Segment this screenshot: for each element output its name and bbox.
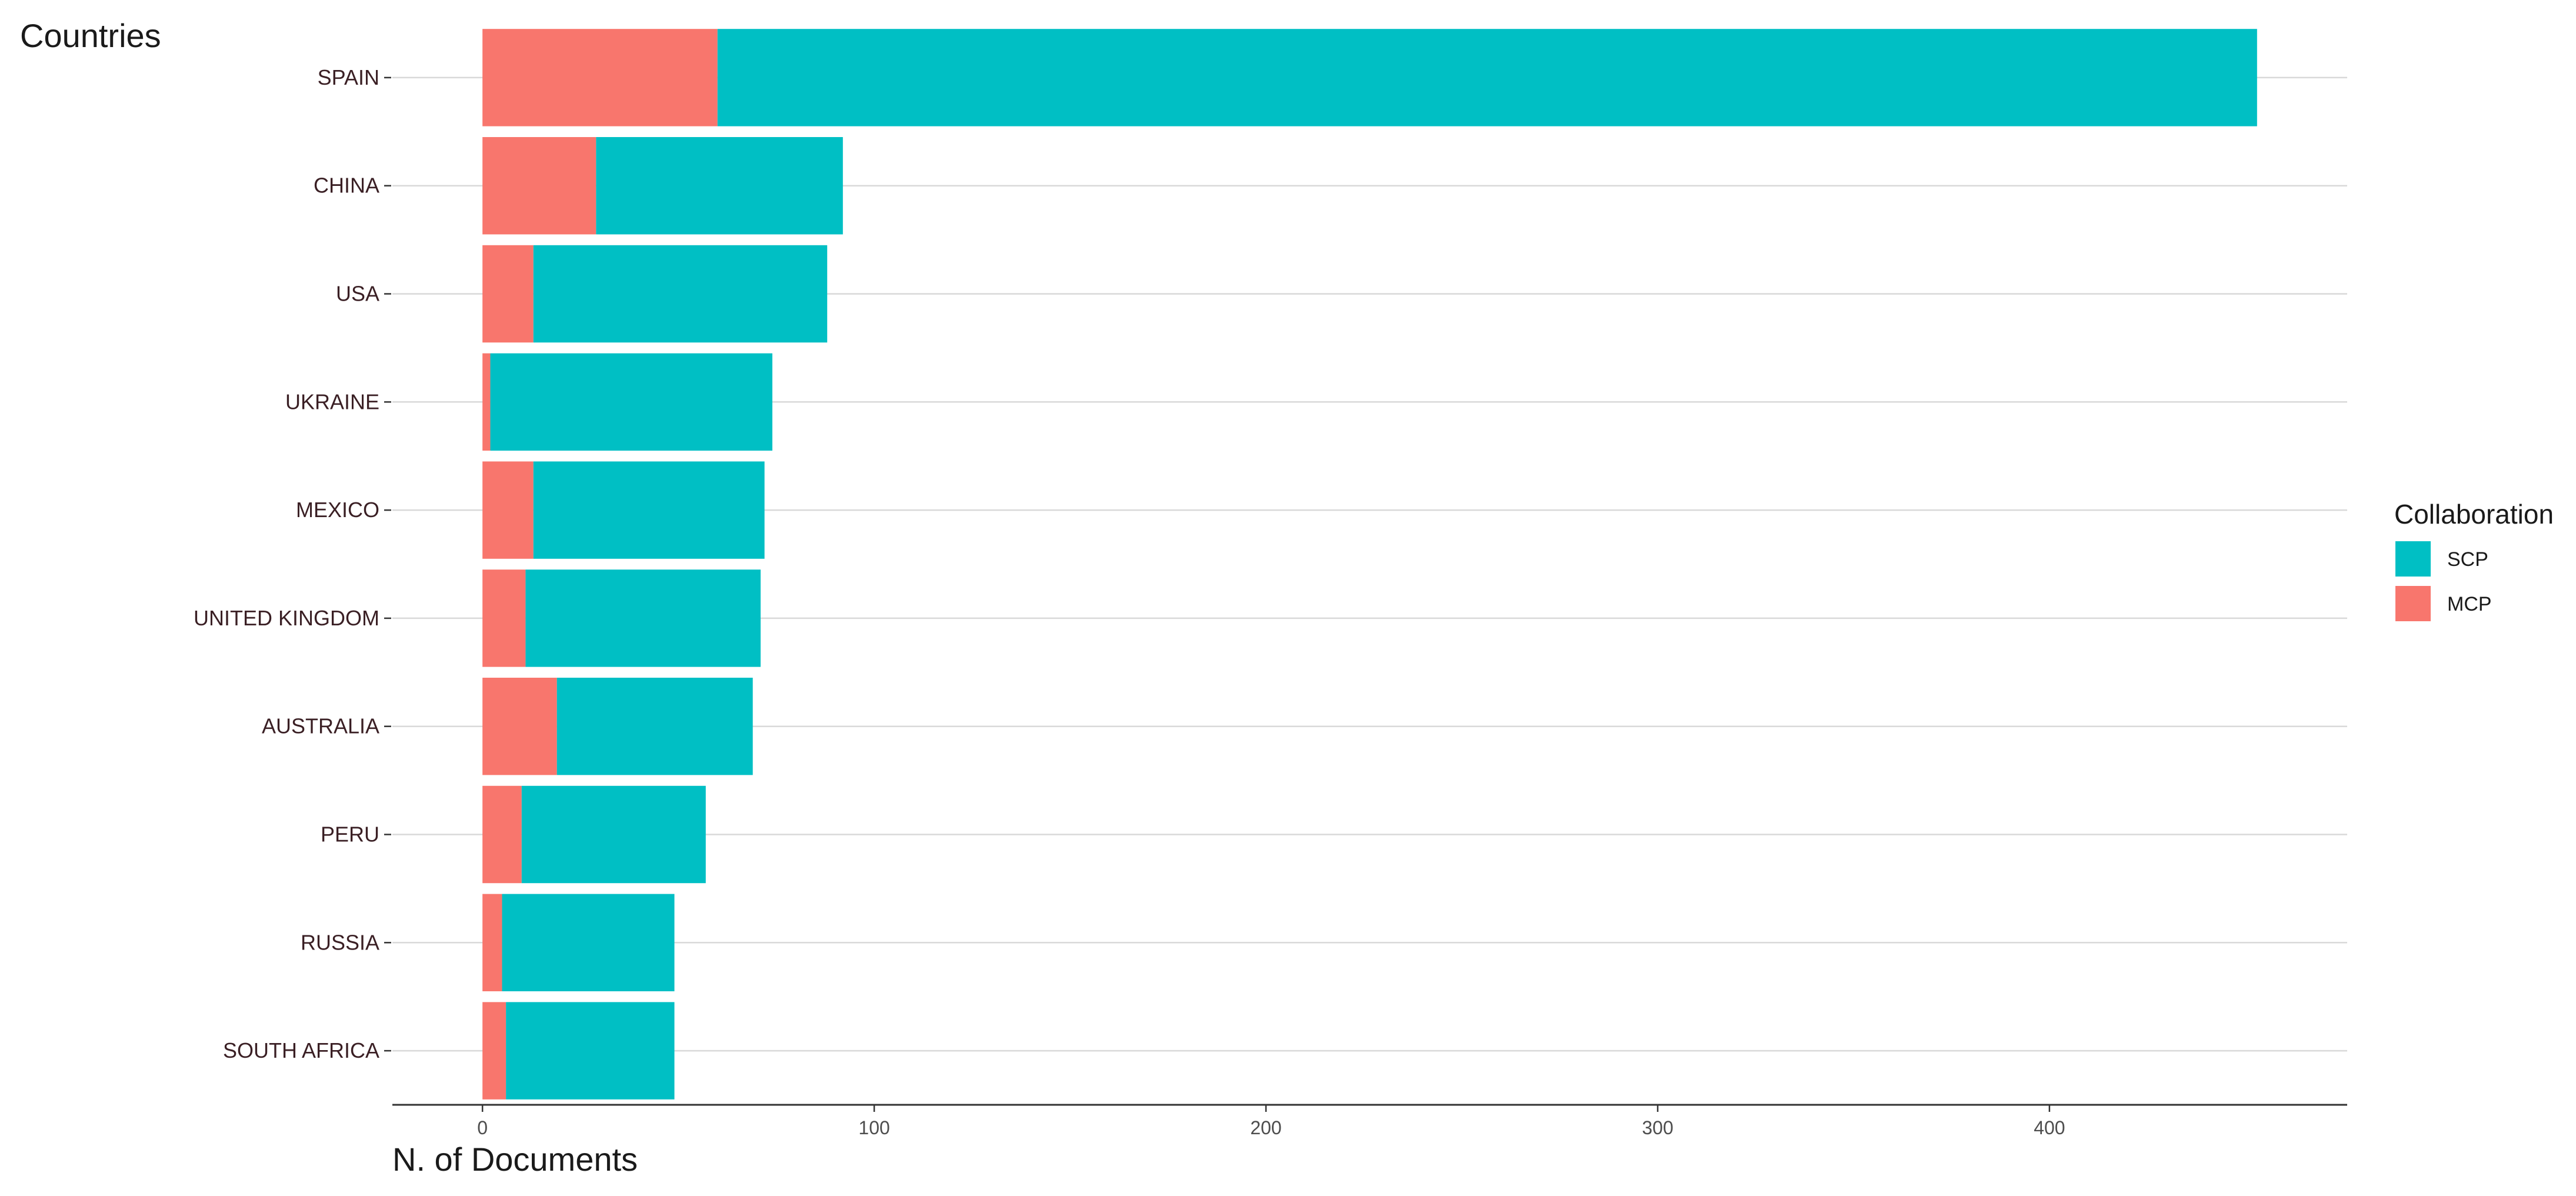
bar-scp (525, 569, 761, 667)
x-tick-label: 300 (1642, 1117, 1673, 1138)
legend-key-mcp (2395, 586, 2431, 621)
bar-scp (506, 1002, 675, 1100)
category-label: AUSTRALIA (262, 714, 379, 738)
y-axis: SPAIN CHINA USA UKRAINE MEXICO UNITED KINGDOM… (194, 65, 391, 1062)
bar-mcp (482, 569, 526, 667)
category-label: MEXICO (296, 498, 379, 522)
bar-mcp (482, 29, 718, 126)
bar-scp (533, 245, 828, 343)
bar-mcp (482, 894, 502, 992)
bar-mcp (482, 1002, 506, 1100)
legend-title: Collaboration (2394, 499, 2554, 529)
legend-label-scp: SCP (2447, 548, 2488, 571)
category-label: USA (336, 282, 379, 306)
bar-mcp (482, 245, 534, 343)
x-tick-label: 100 (858, 1117, 889, 1138)
category-label: UNITED KINGDOM (194, 606, 379, 630)
bar-scp (502, 894, 675, 992)
x-axis: 0 100 200 300 400 (392, 1104, 2347, 1138)
category-label: SOUTH AFRICA (223, 1038, 379, 1062)
legend-key-scp (2395, 541, 2431, 577)
bar-scp (556, 677, 753, 775)
bars (482, 29, 2257, 1100)
bar-mcp (482, 785, 522, 884)
bar-mcp (482, 461, 534, 559)
x-tick-label: 400 (2034, 1117, 2065, 1138)
x-tick-label: 0 (477, 1117, 488, 1138)
category-label: SPAIN (318, 65, 379, 89)
bar-mcp (482, 136, 596, 235)
bar-scp (533, 461, 765, 559)
y-axis-title: Countries (20, 17, 161, 54)
legend-entries: SCP MCP (2395, 541, 2492, 621)
bar-mcp (482, 353, 491, 451)
x-axis-title: N. of Documents (392, 1141, 638, 1178)
legend: Collaboration SCP MCP (2394, 499, 2554, 621)
bar-scp (596, 136, 843, 235)
legend-label-mcp: MCP (2447, 593, 2492, 615)
category-label: CHINA (314, 174, 379, 198)
bar-scp (521, 785, 706, 884)
category-label: RUSSIA (301, 930, 379, 954)
bar-scp (490, 353, 772, 451)
bar-scp (717, 29, 2257, 126)
bar-mcp (482, 677, 557, 775)
category-label: PERU (321, 822, 379, 847)
category-label: UKRAINE (285, 389, 379, 414)
x-tick-label: 200 (1250, 1117, 1281, 1138)
